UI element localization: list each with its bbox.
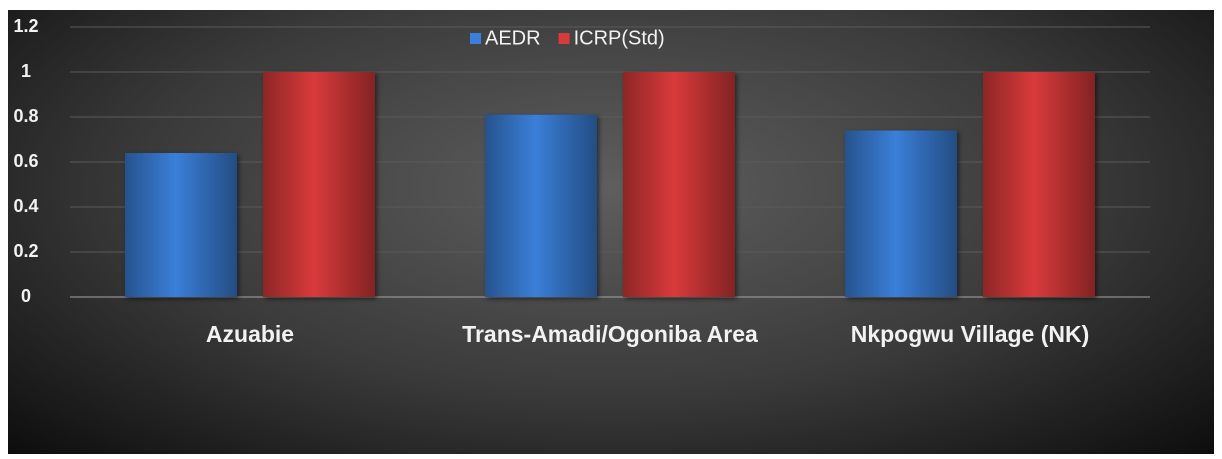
x-tick-label: Azuabie xyxy=(205,321,295,347)
y-tick-label: 0.2 xyxy=(13,241,38,261)
y-tick-label: 1.2 xyxy=(13,16,38,36)
y-tick-label: 1 xyxy=(21,61,31,81)
x-tick-label: Nkpogwu Village (NK) xyxy=(850,321,1090,347)
bar xyxy=(263,72,375,297)
bar xyxy=(623,72,735,297)
x-tick-label: Trans-Amadi/Ogoniba Area xyxy=(462,321,758,347)
y-tick-label: 0.8 xyxy=(13,106,38,126)
legend-label: AEDR xyxy=(485,27,541,49)
legend-swatch xyxy=(558,33,570,44)
y-tick-label: 0.6 xyxy=(13,151,38,171)
y-tick-label: 0 xyxy=(21,286,31,306)
legend-swatch xyxy=(470,33,481,44)
legend-label: ICRP(Std) xyxy=(574,27,665,49)
bar xyxy=(983,72,1095,297)
bar xyxy=(485,114,597,297)
bar xyxy=(845,130,957,297)
y-tick-label: 0.4 xyxy=(13,196,38,216)
bar xyxy=(125,153,237,297)
